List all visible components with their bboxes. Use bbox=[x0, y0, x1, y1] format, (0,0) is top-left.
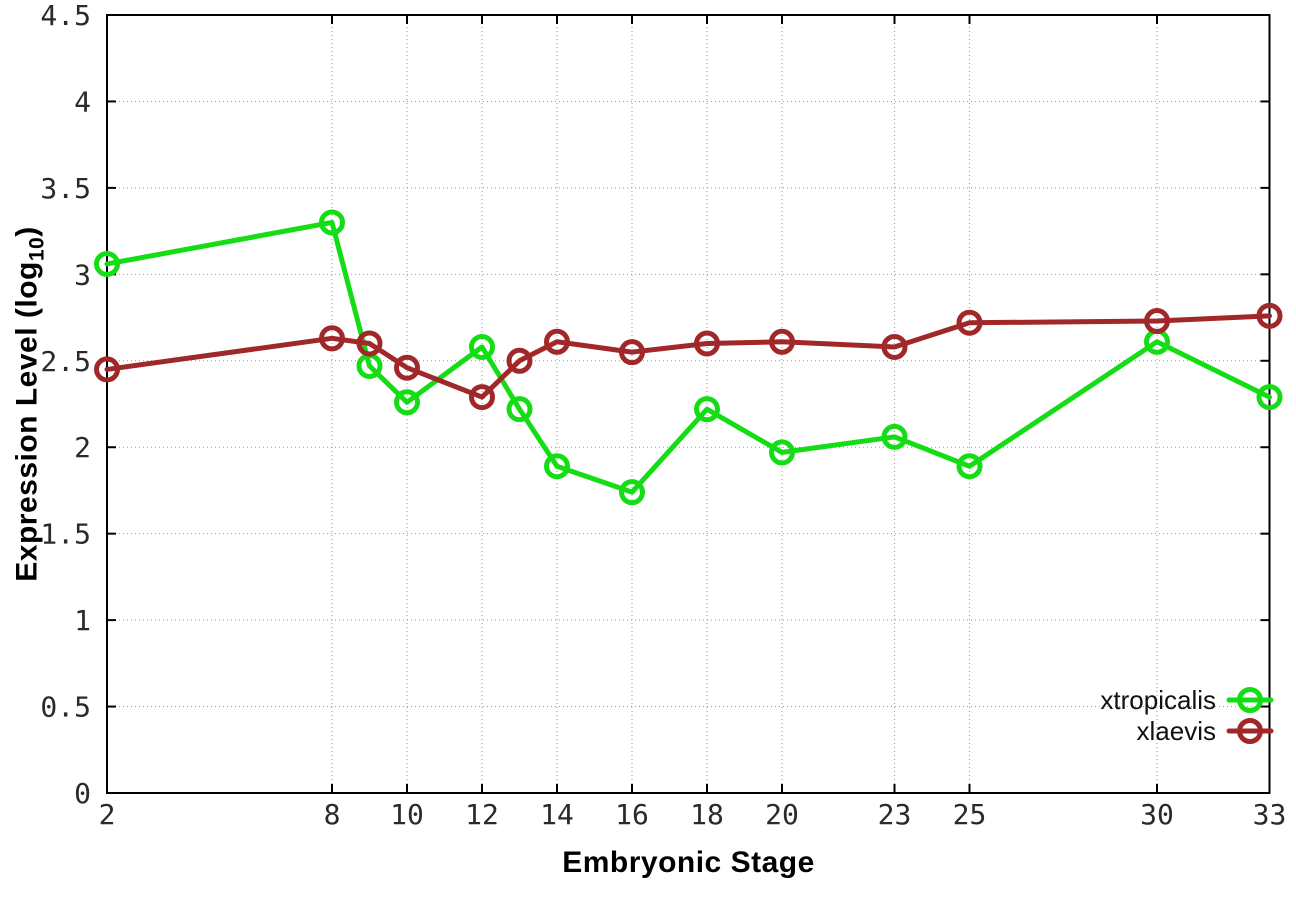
xtropicalis-point bbox=[694, 396, 720, 423]
x-tick-label: 18 bbox=[690, 798, 724, 831]
y-tick-label: 2.5 bbox=[40, 345, 91, 378]
xlaevis-point bbox=[1256, 302, 1283, 329]
y-tick-label: 3.5 bbox=[40, 172, 91, 205]
xtropicalis-point bbox=[469, 333, 495, 360]
tick-marks bbox=[106, 14, 1271, 794]
xtropicalis-line bbox=[104, 219, 1272, 495]
plot-border bbox=[106, 14, 1271, 794]
x-tick-label: 33 bbox=[1253, 798, 1287, 831]
legend-sample-marker-xtropicalis bbox=[1237, 687, 1263, 713]
xtropicalis-point bbox=[319, 209, 345, 236]
y-tick-label: 4 bbox=[74, 85, 91, 118]
y-axis-title-text: Expression Level (log bbox=[10, 261, 44, 582]
xtropicalis-point bbox=[394, 389, 420, 416]
xtropicalis-point bbox=[881, 423, 908, 450]
y-axis-title-subscript: 10 bbox=[25, 236, 49, 262]
xtropicalis-point bbox=[956, 453, 983, 480]
y-axis-title-close: ) bbox=[10, 226, 44, 237]
y-tick-label: 4.5 bbox=[40, 0, 91, 32]
x-tick-label: 8 bbox=[324, 798, 341, 831]
xtropicalis-point bbox=[94, 250, 120, 277]
x-axis-title: Embryonic Stage bbox=[562, 846, 815, 879]
x-tick-label: 16 bbox=[615, 798, 649, 831]
x-tick-label: 12 bbox=[465, 798, 499, 831]
xlaevis-point bbox=[881, 333, 908, 360]
x-tick-label: 25 bbox=[953, 798, 987, 831]
y-tick-label: 0.5 bbox=[40, 691, 91, 724]
x-tick-label: 2 bbox=[99, 798, 116, 831]
legend-label-xtropicalis: xtropicalis bbox=[1100, 685, 1216, 715]
tick-labels: 2 8 10 12 14 16 18 20 23 25 30 33 0 0.5 1 1.5 2 2.5 3 3.5 4 4… bbox=[40, 0, 1286, 831]
y-tick-label: 0 bbox=[74, 777, 91, 810]
xtropicalis-point bbox=[506, 396, 533, 423]
y-tick-label: 2 bbox=[74, 431, 91, 464]
series-xtropicalis bbox=[94, 209, 1283, 506]
xlaevis-point bbox=[956, 309, 983, 336]
xlaevis-line bbox=[104, 313, 1272, 400]
x-tick-label: 23 bbox=[878, 798, 912, 831]
xtropicalis-point bbox=[1256, 384, 1283, 411]
grid-layer bbox=[106, 14, 1270, 794]
xlaevis-point bbox=[394, 354, 420, 381]
xtropicalis-point bbox=[769, 439, 795, 466]
xlaevis-point bbox=[506, 347, 533, 374]
legend-sample-marker-xlaevis bbox=[1237, 718, 1263, 744]
x-tick-label: 30 bbox=[1140, 798, 1174, 831]
xlaevis-point bbox=[769, 328, 795, 355]
xlaevis-point bbox=[319, 325, 345, 352]
x-tick-label: 14 bbox=[540, 798, 574, 831]
xlaevis-point bbox=[94, 356, 120, 383]
y-tick-label: 3 bbox=[74, 258, 91, 291]
x-tick-label: 10 bbox=[390, 798, 424, 831]
xlaevis-point bbox=[469, 384, 495, 411]
y-axis-title: Expression Level (log10) bbox=[11, 226, 50, 581]
xlaevis-point bbox=[694, 330, 720, 357]
xtropicalis-point bbox=[619, 479, 645, 506]
xlaevis-point bbox=[1144, 308, 1170, 335]
series-xlaevis bbox=[94, 302, 1283, 411]
xlaevis-point bbox=[356, 330, 383, 357]
xtropicalis-point bbox=[544, 453, 570, 480]
legend-label-xlaevis: xlaevis bbox=[1137, 716, 1216, 746]
x-tick-label: 20 bbox=[765, 798, 799, 831]
y-tick-label: 1 bbox=[74, 604, 91, 637]
y-tick-label: 1.5 bbox=[40, 518, 91, 551]
xlaevis-point bbox=[544, 328, 570, 355]
xlaevis-point bbox=[619, 339, 645, 366]
